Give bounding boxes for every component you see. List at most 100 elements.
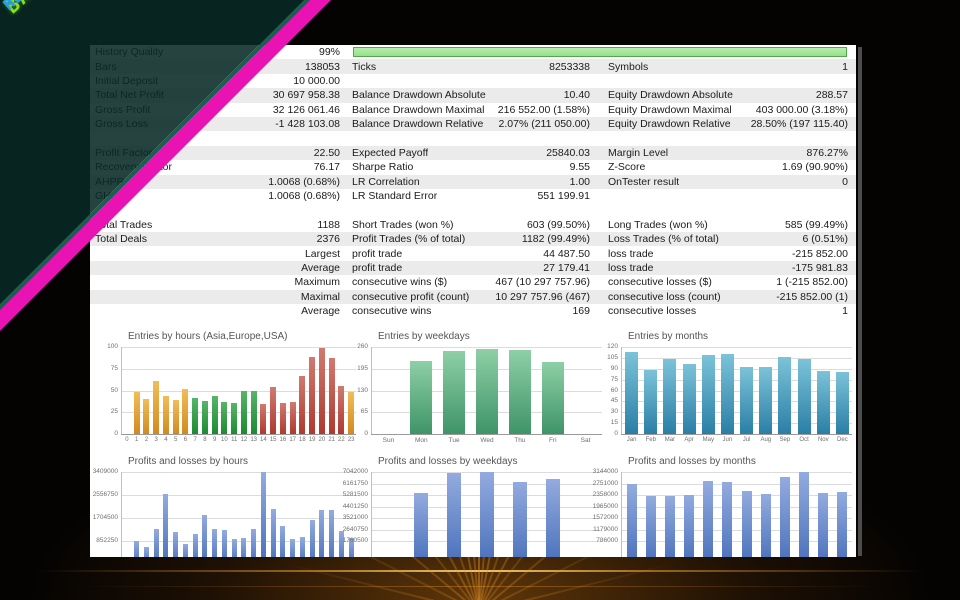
stat-value: 1.69 (90.90%) [782,161,848,174]
bar [172,400,179,434]
x-axis-tick-label: 11 [231,437,238,443]
gridline [622,541,852,542]
bar [299,375,306,434]
bar [799,472,810,557]
stat-value: Average [301,305,340,318]
stat-value: 1 [842,305,848,318]
stat-value: 1 [842,60,848,73]
stat-pair: OnTester result 0 [608,176,848,188]
x-axis-line [371,434,602,435]
stat-label: Expected Payoff [352,146,429,159]
stat-label: Short Trades (won %) [352,218,454,231]
stat-value: 8253338 [549,60,590,73]
gridline [622,390,852,392]
gridline [122,412,356,414]
stat-label: Total Deals [95,233,147,246]
y-axis-tick-label: 120 [607,343,618,350]
bar [645,496,656,557]
stat-pair: loss trade -215 852.00 [608,248,848,260]
gridline [122,368,356,370]
bar [443,351,466,434]
bar [221,530,227,557]
bar [625,352,639,434]
stat-value: Maximal [300,290,340,303]
stat-value: Maximum [294,276,340,289]
stat-pair: Ticks 8253338 [352,61,590,73]
stat-value: 1.0068 (0.68%) [268,190,340,203]
stat-pair: Largest [95,248,340,260]
stat-label: consecutive loss (count) [608,290,721,303]
stat-value: 551 199.91 [537,190,590,203]
stat-pair: Maximum [95,276,340,288]
x-axis-tick-label: Jun [722,437,733,443]
report-scrollbar[interactable] [858,47,862,556]
stat-pair: Balance Drawdown Relative 2.07% (211 050.… [352,118,590,130]
bar [221,401,228,434]
x-axis-tick-label: 21 [328,437,336,443]
stat-label: LR Standard Error [352,190,438,203]
gridline [622,401,852,403]
y-axis-tick-label: 5281500 [342,491,368,498]
stat-label: Ticks [352,60,377,73]
y-axis-tick-label: 0 [614,430,618,437]
stat-pair: loss trade -175 981.83 [608,262,848,274]
y-axis-tick-label: 3521000 [342,514,368,521]
y-axis-tick-label: 90 [610,364,618,372]
stat-label: Gross Profit [95,103,151,116]
stat-pair: consecutive loss (count) -215 852.00 (1) [608,291,848,303]
y-axis-tick-label: 2556750 [92,491,118,498]
bar [231,402,238,434]
stat-value: 99% [318,46,340,59]
stat-label: Margin Level [608,146,669,159]
bar [447,473,462,557]
bar [182,388,189,434]
x-axis-tick-label: 19 [308,437,316,443]
stat-pair: Equity Drawdown Maximal 403 000.00 (3.18%… [608,104,848,116]
gridline [622,379,852,381]
stat-pair: Total Trades 1188 [95,219,340,231]
stat-pair: History Quality 99% [95,46,340,58]
bar [290,538,296,557]
stat-label: Equity Drawdown Maximal [608,103,732,116]
stat-value: 1182 (99.49%) [521,233,590,246]
x-axis-tick-label: 22 [338,437,345,443]
y-axis-tick-label: 25 [110,408,118,416]
y-axis-line [371,472,372,557]
x-axis-tick-label: 16 [279,437,287,443]
gridline [622,368,852,370]
y-axis-tick-label: 30 [610,408,618,416]
x-axis-tick-label: Mar [664,437,676,443]
x-axis-tick-label: 1 [135,437,139,443]
y-axis-tick-label: 45 [610,397,618,405]
x-axis-line [121,434,356,435]
stat-pair: Average [95,305,340,317]
table-row: Total Trades 1188 Short Trades (won %) 603 … [90,218,856,232]
stat-pair: Initial Deposit 10 000.00 [95,75,340,87]
stat-label: Balance Drawdown Maximal [352,103,485,116]
stat-pair: consecutive losses 1 [608,305,848,317]
bar [837,492,848,557]
x-axis-tick-label: 14 [260,437,267,443]
bar [720,354,734,435]
chart-title: Profits and losses by months [628,456,756,467]
stat-pair: Expected Payoff 25840.03 [352,147,590,159]
bar [348,538,354,557]
y-axis-tick-label: 75 [610,375,618,383]
stat-pair: Total Deals 2376 [95,233,340,245]
table-row: Gross Profit 32 126 061.46 Balance Drawdow… [90,103,856,117]
y-axis-tick-label: 0 [364,430,368,437]
bar [280,525,286,557]
gridline [622,347,852,348]
x-axis-tick-label: May [702,437,714,443]
stat-value: 1 (-215 852.00) [776,276,848,289]
x-axis-tick-label: 12 [240,437,248,443]
statistics-table: History Quality 99% Bars 138053 Ticks 8253338… [90,45,856,318]
stat-label: History Quality [95,46,164,59]
bar [241,537,247,557]
bar [779,477,790,557]
bar [143,399,150,434]
table-row: Average profit trade 27 179.41 loss trade -1… [90,260,856,276]
table-row: Profit Factor 22.50 Expected Payoff 25840.0… [90,145,856,161]
table-row: AHPR 1.0068 (0.68%) LR Correlation 1.00 OnTe… [90,174,856,189]
stat-value: 1.00 [569,175,590,188]
